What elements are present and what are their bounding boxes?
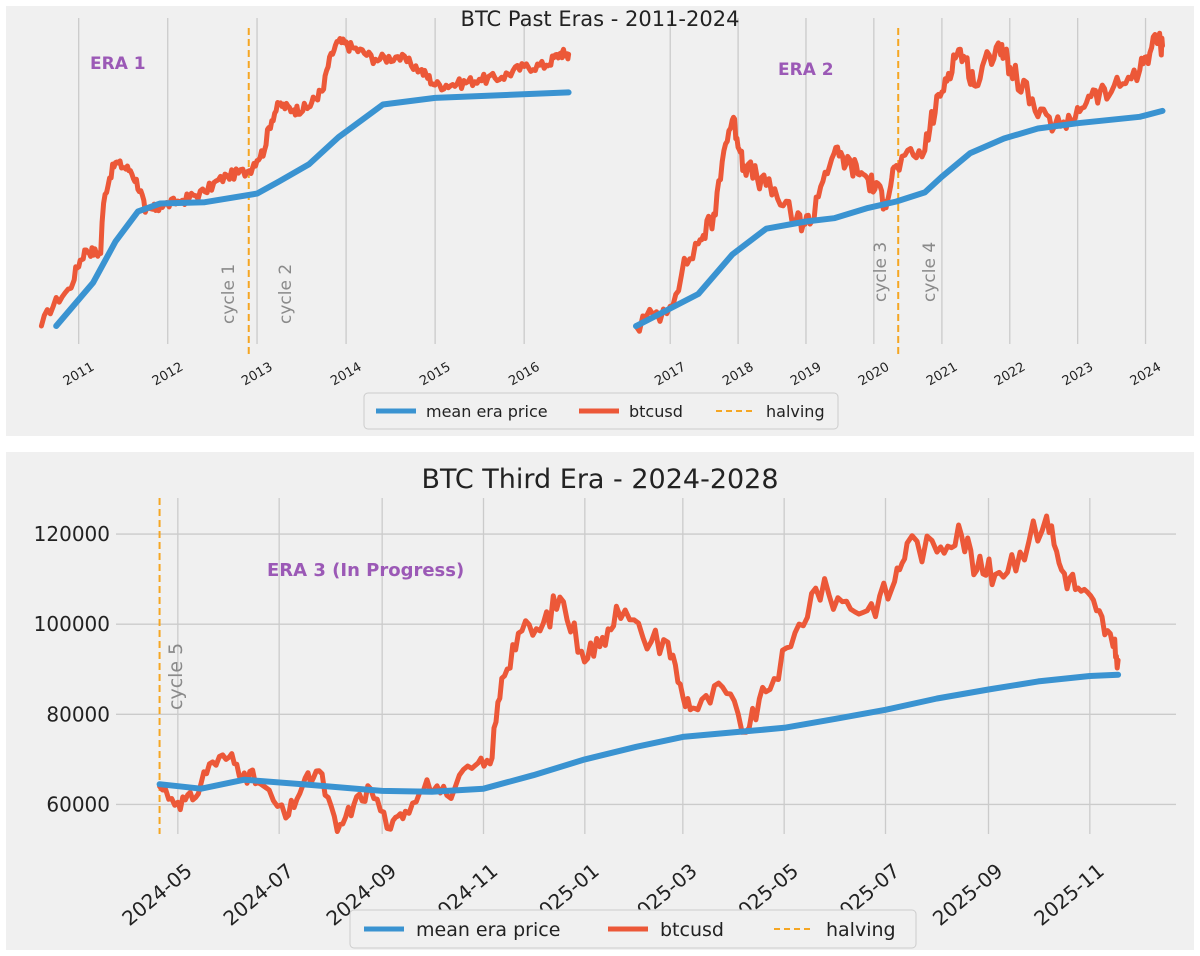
y-tick-label: 120000 [34, 522, 110, 546]
x-tick-label: 2021 [924, 360, 960, 390]
x-tick-label: 2024-07 [219, 858, 298, 930]
cycle-5-label: cycle 5 [165, 643, 187, 710]
legend-halving-label: halving [826, 919, 896, 941]
x-tick-label: 2014 [328, 360, 364, 390]
third-era-panel: 60000 80000 100000 120000 2024-05 2024-07 202… [6, 452, 1194, 950]
cycle-3-label: cycle 3 [871, 242, 891, 302]
third-era-legend: mean era price btcusd halving [349, 909, 917, 949]
legend-btc-label: btcusd [660, 919, 724, 941]
mean-era-price-line [633, 107, 1166, 330]
era-1-label: ERA 1 [90, 54, 146, 74]
mean-era-price-line [156, 671, 1122, 795]
x-tick-label: 2012 [150, 360, 186, 390]
btcusd-line [157, 513, 1121, 834]
third-era-grid [116, 498, 1176, 834]
era-3-label: ERA 3 (In Progress) [267, 560, 464, 581]
era-2-label: ERA 2 [778, 60, 834, 80]
past-eras-x-ticks: 2011 2012 2013 2014 2015 2016 2017 2018 2019 2020… [61, 360, 1164, 390]
third-era-lines [156, 513, 1122, 834]
third-era-y-ticks: 60000 80000 100000 120000 [34, 522, 110, 816]
x-tick-label: 2013 [239, 360, 275, 390]
x-tick-label: 2019 [788, 360, 824, 390]
legend-halving-label: halving [766, 402, 825, 421]
x-tick-label: 2017 [652, 360, 688, 390]
btcusd-line [633, 30, 1165, 334]
past-eras-panel: 2011 2012 2013 2014 2015 2016 2017 2018 2019 2020… [6, 6, 1194, 436]
mean-era-price-line [53, 89, 572, 329]
past-eras-title: BTC Past Eras - 2011-2024 [461, 7, 740, 31]
x-tick-label: 2018 [720, 360, 756, 390]
x-tick-label: 2025-09 [928, 858, 1007, 930]
x-tick-label: 2022 [992, 360, 1028, 390]
third-era-title: BTC Third Era - 2024-2028 [421, 464, 778, 495]
y-tick-label: 60000 [46, 792, 110, 816]
x-tick-label: 2024 [1128, 360, 1164, 390]
x-tick-label: 2024-05 [117, 858, 196, 930]
legend-mean-label: mean era price [426, 402, 548, 421]
cycle-2-label: cycle 2 [276, 264, 296, 324]
past-eras-legend: mean era price btcusd halving [363, 392, 839, 430]
cycle-4-label: cycle 4 [920, 242, 940, 302]
y-tick-label: 80000 [46, 702, 110, 726]
x-tick-label: 2016 [506, 360, 542, 390]
third-era-chart: 60000 80000 100000 120000 2024-05 2024-07 202… [34, 464, 1176, 949]
x-tick-label: 2015 [417, 360, 453, 390]
x-tick-label: 2025-11 [1029, 858, 1108, 930]
legend-mean-label: mean era price [416, 919, 560, 941]
btcusd-line [38, 36, 572, 329]
past-eras-lines [38, 30, 1166, 334]
x-tick-label: 2023 [1060, 360, 1096, 390]
legend-btc-label: btcusd [629, 402, 683, 421]
cycle-1-label: cycle 1 [219, 264, 239, 324]
x-tick-label: 2011 [61, 360, 97, 390]
x-tick-label: 2020 [856, 360, 892, 390]
past-eras-chart: 2011 2012 2013 2014 2015 2016 2017 2018 2019 2020… [38, 7, 1166, 430]
y-tick-label: 100000 [34, 612, 110, 636]
